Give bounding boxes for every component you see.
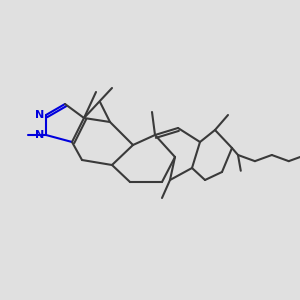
Text: N: N	[35, 110, 45, 120]
Text: N: N	[35, 130, 45, 140]
